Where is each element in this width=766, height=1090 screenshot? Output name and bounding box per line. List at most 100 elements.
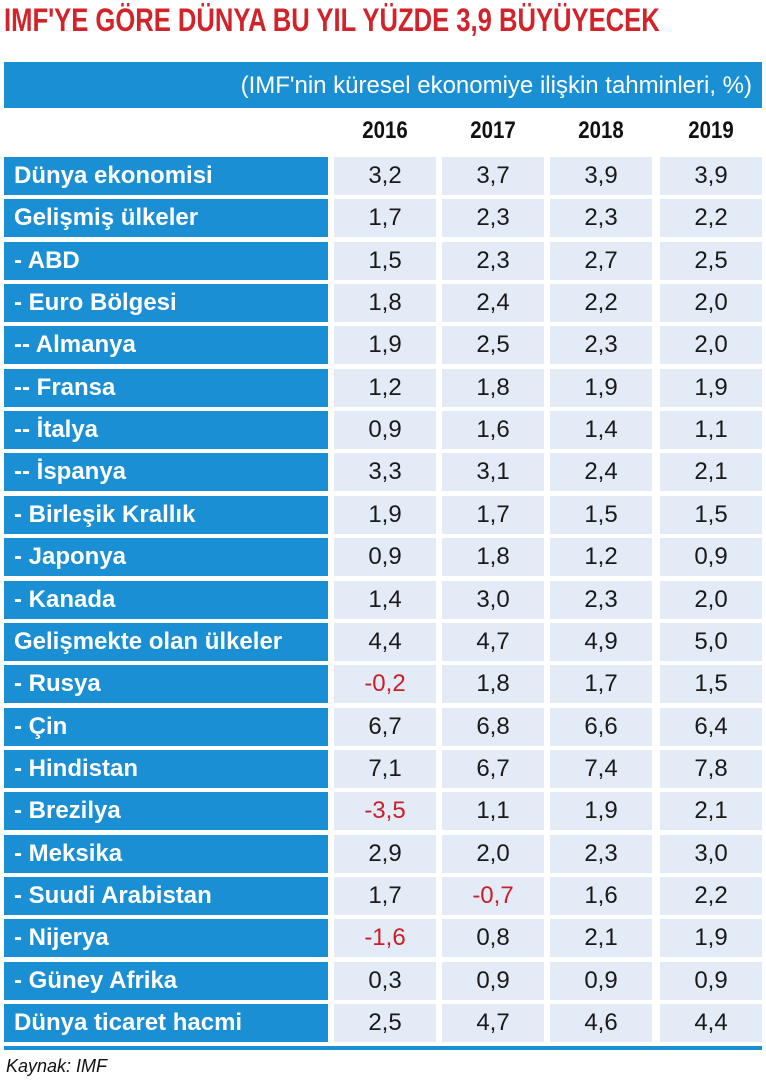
value-cell: 2,3 (442, 199, 544, 238)
value-cell: 7,1 (334, 749, 436, 788)
value-cell: 1,8 (334, 284, 436, 323)
value-cell: 5,0 (660, 622, 762, 661)
value-cell: 3,2 (334, 157, 436, 195)
value-cell: 6,7 (442, 749, 544, 788)
value-cell: 4,9 (550, 622, 652, 661)
value-cell: 0,9 (442, 961, 544, 1000)
value-cell: 2,2 (660, 876, 762, 915)
value-cell: 1,6 (442, 411, 544, 450)
value-cell: 2,5 (660, 241, 762, 280)
value-cell: 6,8 (442, 707, 544, 746)
row-label: Gelişmekte olan ülkeler (4, 622, 328, 661)
value-cell: 1,2 (334, 368, 436, 407)
value-cell: 1,7 (334, 199, 436, 238)
value-cell: 0,9 (334, 538, 436, 577)
value-cell: 2,1 (660, 453, 762, 492)
source: Kaynak: IMF (6, 1056, 108, 1076)
value-cell: 1,9 (334, 326, 436, 365)
value-cell: 2,3 (550, 580, 652, 619)
value-cell: 4,7 (442, 622, 544, 661)
value-cell: 2,0 (660, 284, 762, 323)
value-cell: 2,7 (550, 241, 652, 280)
value-cell: 2,0 (442, 834, 544, 873)
value-cell: 1,2 (550, 538, 652, 577)
value-cell: 1,9 (660, 919, 762, 958)
row-label: - Nijerya (4, 919, 328, 958)
title: IMF'YE GÖRE DÜNYA BU YIL YÜZDE 3,9 BÜYÜY… (4, 2, 660, 38)
value-cell: 3,3 (334, 453, 436, 492)
value-cell: 2,2 (660, 199, 762, 238)
value-cell: 1,9 (660, 368, 762, 407)
value-cell: 2,1 (550, 919, 652, 958)
row-label: - Brezilya (4, 792, 328, 831)
value-cell: 2,4 (442, 284, 544, 323)
row-label: -- İspanya (4, 453, 328, 492)
value-cell: 0,9 (334, 411, 436, 450)
value-cell: 1,5 (550, 495, 652, 534)
value-cell: 1,9 (334, 495, 436, 534)
value-cell: 1,1 (442, 792, 544, 831)
value-cell: 2,3 (550, 834, 652, 873)
value-cell: 1,7 (550, 665, 652, 704)
row-label: Dünya ticaret hacmi (4, 1004, 328, 1042)
value-cell: 1,1 (660, 411, 762, 450)
column-header: 2018 (578, 117, 624, 144)
value-cell: 3,0 (442, 580, 544, 619)
value-cell: 0,8 (442, 919, 544, 958)
value-cell: 1,4 (550, 411, 652, 450)
value-cell: 3,9 (660, 157, 762, 195)
value-cell: 1,8 (442, 665, 544, 704)
value-cell: 1,7 (334, 876, 436, 915)
row-label: - Hindistan (4, 749, 328, 788)
row-label: - Birleşik Krallık (4, 495, 328, 534)
value-cell: 6,4 (660, 707, 762, 746)
row-label: - Meksika (4, 834, 328, 873)
value-cell: 3,0 (660, 834, 762, 873)
value-cell: -0,2 (334, 665, 436, 704)
value-cell: 3,9 (550, 157, 652, 195)
value-cell: 7,4 (550, 749, 652, 788)
value-cell: 2,2 (550, 284, 652, 323)
value-cell: 2,4 (550, 453, 652, 492)
value-cell: 2,5 (334, 1004, 436, 1042)
value-cell: 1,9 (550, 792, 652, 831)
row-label: - Suudi Arabistan (4, 876, 328, 915)
subtitle: (IMF'nin küresel ekonomiye ilişkin tahmi… (240, 72, 752, 99)
value-cell: 4,6 (550, 1004, 652, 1042)
value-cell: 2,0 (660, 580, 762, 619)
value-cell: -0,7 (442, 876, 544, 915)
value-cell: 6,6 (550, 707, 652, 746)
subtitle-bar (4, 62, 762, 108)
column-header: 2017 (470, 117, 516, 144)
value-cell: 6,7 (334, 707, 436, 746)
value-cell: 7,8 (660, 749, 762, 788)
column-header: 2019 (688, 117, 734, 144)
value-cell: 1,4 (334, 580, 436, 619)
bottom-rule (4, 1046, 762, 1050)
value-cell: 2,5 (442, 326, 544, 365)
value-cell: 2,3 (550, 199, 652, 238)
column-header: 2016 (362, 117, 408, 144)
value-cell: 0,9 (550, 961, 652, 1000)
value-cell: 4,4 (660, 1004, 762, 1042)
row-label: -- Almanya (4, 326, 328, 365)
value-cell: 0,9 (660, 538, 762, 577)
row-label: Gelişmiş ülkeler (4, 199, 328, 238)
row-label: Dünya ekonomisi (4, 157, 328, 195)
value-cell: 1,5 (334, 241, 436, 280)
value-cell: 1,8 (442, 368, 544, 407)
row-label: -- İtalya (4, 411, 328, 450)
value-cell: 1,7 (442, 495, 544, 534)
value-cell: 2,3 (550, 326, 652, 365)
row-label: - ABD (4, 241, 328, 280)
value-cell: 2,1 (660, 792, 762, 831)
value-cell: 1,9 (550, 368, 652, 407)
value-cell: 1,5 (660, 495, 762, 534)
value-cell: 4,4 (334, 622, 436, 661)
value-cell: 4,7 (442, 1004, 544, 1042)
row-label: - Rusya (4, 665, 328, 704)
value-cell: 0,9 (660, 961, 762, 1000)
value-cell: 0,3 (334, 961, 436, 1000)
value-cell: -1,6 (334, 919, 436, 958)
